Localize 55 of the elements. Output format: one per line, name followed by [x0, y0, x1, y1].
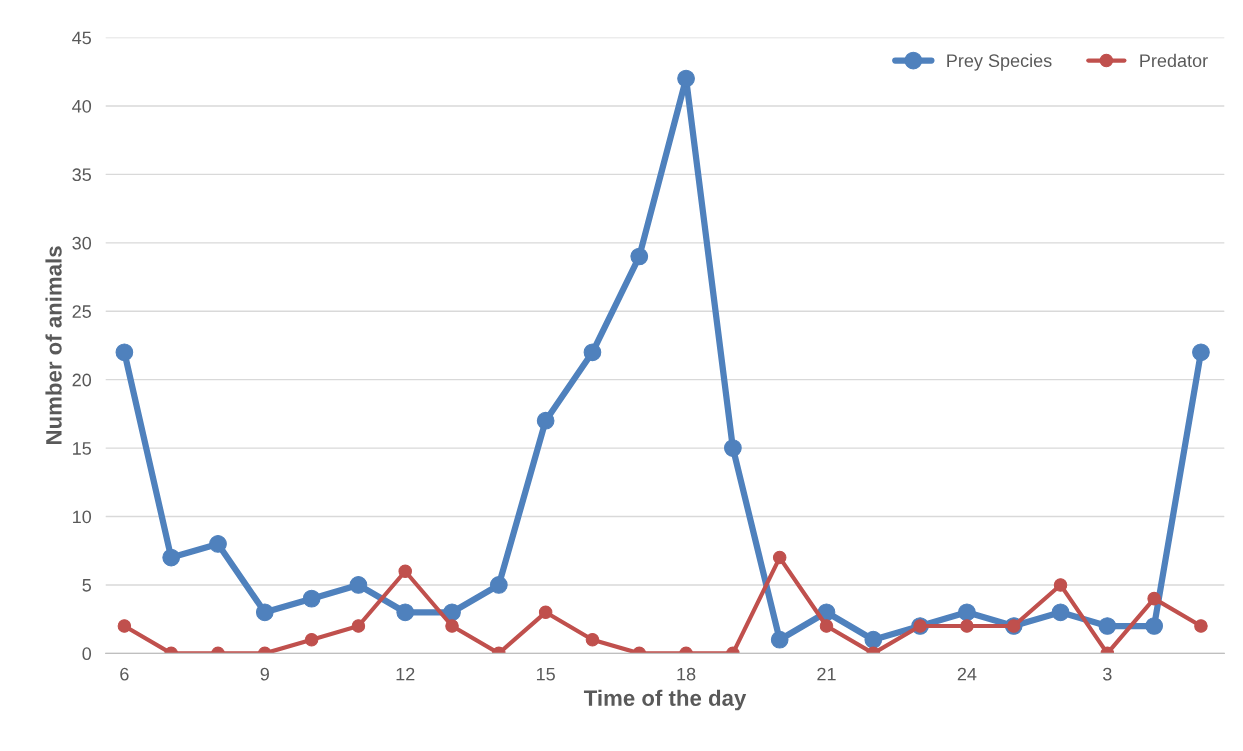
- x-tick-label: 24: [957, 667, 977, 681]
- point: [772, 550, 787, 565]
- y-tick-label: 15: [73, 442, 92, 455]
- point: [630, 247, 649, 266]
- point: [115, 343, 134, 362]
- y-tick-label: 20: [72, 373, 92, 387]
- legend-label: Prey Species: [947, 53, 1052, 71]
- point: [255, 603, 274, 622]
- y-tick-label: 25: [72, 305, 92, 318]
- point: [209, 535, 227, 553]
- point: [536, 411, 555, 430]
- y-tick-label: 10: [73, 510, 92, 524]
- x-tick-label: 3: [1103, 667, 1112, 681]
- legend-label: Predator: [1140, 53, 1208, 68]
- y-tick-label: 30: [72, 236, 92, 250]
- point: [1192, 343, 1210, 362]
- x-tick-label: 21: [817, 667, 836, 681]
- y-tick-label: 5: [82, 579, 92, 592]
- x-tick-label: 15: [536, 667, 555, 681]
- point: [302, 589, 321, 608]
- point: [489, 576, 508, 594]
- point: [677, 69, 695, 88]
- point: [1053, 578, 1068, 592]
- point: [960, 619, 974, 633]
- y-tick-label: 0: [82, 647, 92, 661]
- point: [445, 619, 459, 633]
- y-tick-label: 40: [72, 99, 92, 113]
- point: [770, 630, 789, 649]
- x-tick-label: 18: [677, 667, 696, 681]
- point: [538, 605, 553, 620]
- point: [351, 619, 366, 633]
- point: [1145, 617, 1163, 635]
- point: [819, 619, 834, 633]
- x-tick-label: 9: [260, 667, 269, 681]
- point: [1098, 617, 1117, 635]
- y-tick-label: 35: [72, 168, 92, 182]
- y-axis-title: Number of animals: [45, 246, 62, 444]
- point: [162, 548, 181, 567]
- point: [398, 564, 412, 579]
- point: [1194, 619, 1208, 633]
- point: [117, 619, 132, 633]
- point: [396, 603, 415, 622]
- point: [1147, 591, 1161, 606]
- y-tick-label: 45: [72, 31, 92, 45]
- point: [349, 576, 368, 594]
- x-tick-label: 12: [396, 667, 415, 681]
- x-tick-label: 6: [120, 667, 129, 681]
- point: [864, 630, 883, 649]
- point: [585, 632, 600, 647]
- point: [304, 632, 319, 647]
- point: [724, 439, 742, 457]
- point: [958, 603, 976, 622]
- point: [583, 343, 602, 362]
- x-axis-title: Time of the day: [583, 689, 747, 711]
- point: [1051, 603, 1070, 622]
